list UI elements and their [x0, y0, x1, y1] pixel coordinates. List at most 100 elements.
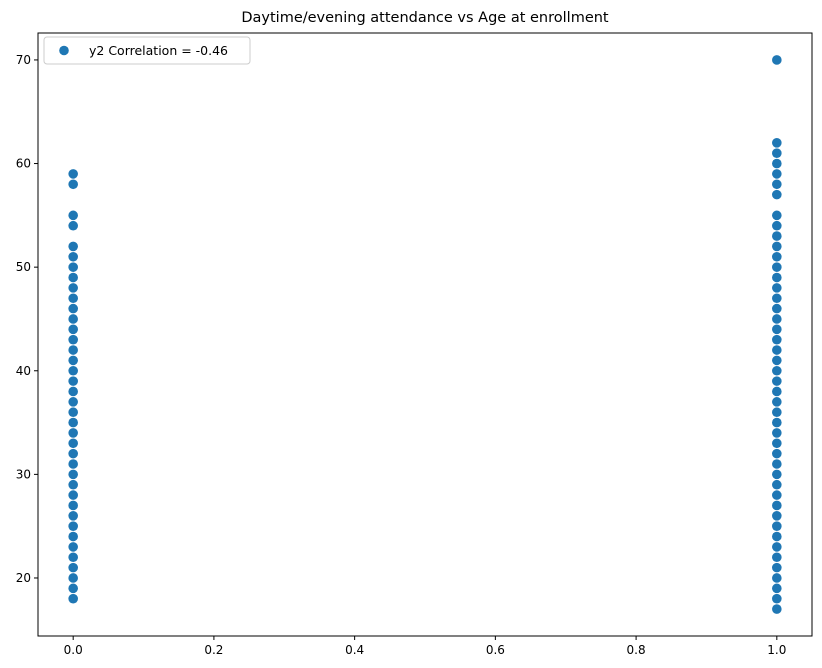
data-point — [772, 397, 782, 407]
data-point — [68, 448, 78, 459]
data-point — [68, 334, 78, 345]
data-point — [772, 189, 782, 200]
data-point — [772, 262, 782, 272]
x-axis: 0.0 0.2 0.4 0.6 0.8 1.0 — [64, 636, 786, 657]
points-layer — [68, 55, 782, 614]
x-tick-label: 0.2 — [204, 643, 223, 657]
y-tick-label: 20 — [16, 571, 31, 585]
x-tick-label: 0.0 — [64, 643, 83, 657]
data-point — [68, 251, 78, 262]
data-point — [68, 293, 78, 304]
x-tick-label: 1.0 — [767, 643, 786, 657]
data-point — [68, 365, 78, 376]
data-point — [772, 448, 782, 459]
data-point — [772, 469, 782, 480]
data-point — [772, 220, 782, 231]
legend-marker — [59, 45, 69, 56]
data-point — [772, 428, 782, 438]
data-point — [68, 324, 78, 335]
data-point — [772, 542, 782, 552]
plot-frame — [37, 32, 813, 637]
x-tick-label: 0.4 — [345, 643, 364, 657]
data-point — [772, 138, 782, 148]
data-point — [772, 355, 782, 366]
data-point — [772, 386, 782, 397]
data-point — [68, 386, 78, 397]
data-point — [68, 573, 78, 583]
data-point — [68, 376, 78, 386]
data-point — [68, 303, 78, 314]
data-point — [772, 521, 782, 531]
data-point — [772, 583, 782, 594]
y-tick-label: 50 — [16, 260, 31, 274]
data-point — [68, 438, 78, 449]
data-point — [68, 479, 78, 490]
data-point — [68, 262, 78, 272]
data-point — [772, 511, 782, 521]
y-tick-label: 60 — [16, 157, 31, 171]
data-point — [68, 500, 78, 511]
data-point — [68, 397, 78, 407]
data-point — [68, 593, 78, 604]
x-tick-label: 0.8 — [627, 643, 646, 657]
data-point — [772, 407, 782, 418]
data-point — [68, 272, 78, 283]
data-point — [68, 490, 78, 500]
data-point — [68, 169, 78, 179]
data-point — [68, 210, 78, 221]
data-point — [68, 345, 78, 355]
data-point — [68, 562, 78, 573]
data-point — [772, 314, 782, 324]
data-point — [772, 365, 782, 376]
data-point — [68, 583, 78, 594]
data-point — [68, 469, 78, 480]
data-point — [772, 293, 782, 304]
data-point — [68, 521, 78, 531]
data-point — [772, 210, 782, 221]
data-point — [772, 283, 782, 293]
data-point — [772, 272, 782, 283]
data-point — [772, 251, 782, 262]
data-point — [68, 283, 78, 293]
data-point — [68, 511, 78, 521]
data-point — [68, 552, 78, 563]
data-point — [772, 479, 782, 490]
y-axis: 20 30 40 50 60 70 — [16, 53, 38, 585]
y-tick-label: 40 — [16, 364, 31, 378]
data-point — [772, 324, 782, 335]
legend-box — [43, 36, 251, 65]
data-point — [772, 459, 782, 469]
data-point — [68, 241, 78, 252]
data-point — [772, 179, 782, 190]
data-point — [772, 417, 782, 428]
data-point — [772, 345, 782, 355]
data-point — [68, 459, 78, 469]
x-tick-label: 0.6 — [486, 643, 505, 657]
data-point — [68, 407, 78, 418]
data-point — [772, 231, 782, 241]
data-point — [772, 531, 782, 542]
data-point — [772, 303, 782, 314]
legend: y2 Correlation = -0.46 — [43, 36, 251, 65]
chart-title: Daytime/evening attendance vs Age at enr… — [241, 10, 609, 26]
data-point — [68, 417, 78, 428]
data-point — [772, 593, 782, 604]
data-point — [68, 355, 78, 366]
data-point — [68, 531, 78, 542]
data-point — [68, 314, 78, 324]
data-point — [772, 438, 782, 449]
legend-label: y2 Correlation = -0.46 — [89, 43, 228, 58]
data-point — [772, 604, 782, 614]
data-point — [772, 169, 782, 179]
data-point — [68, 220, 78, 231]
data-point — [772, 158, 782, 169]
data-point — [772, 148, 782, 158]
data-point — [772, 490, 782, 500]
data-point — [772, 55, 782, 65]
data-point — [772, 552, 782, 563]
data-point — [772, 500, 782, 511]
y-tick-label: 30 — [16, 467, 31, 481]
data-point — [772, 573, 782, 583]
